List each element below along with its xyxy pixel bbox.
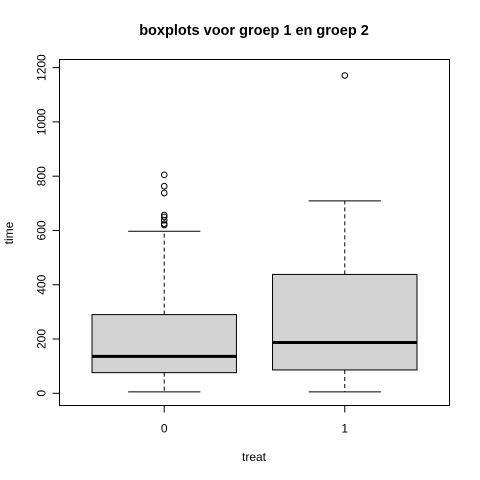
y-tick-label-1000: 1000 [35,108,49,135]
outlier-point [160,211,168,219]
outlier-point [160,220,168,227]
x-axis-label: treat [242,450,267,464]
box-iqr [272,273,418,371]
y-axis-label: time [2,221,16,244]
y-tick-label-1200: 1200 [35,54,49,81]
box-group-0 [91,171,237,393]
x-tick-label-1: 1 [341,422,348,436]
chart-title: boxplots voor groep 1 en groep 2 [139,23,369,39]
outlier-point [341,72,349,79]
y-tick-label-200: 200 [35,329,49,349]
outlier-point [160,189,168,197]
x-tick-label-0: 0 [161,422,168,436]
y-tick-label-400: 400 [35,274,49,294]
y-axis: 0 200 400 600 800 1000 1200 [35,54,60,397]
y-tick-label-600: 600 [35,220,49,240]
box-group-1 [272,72,418,393]
y-tick-label-800: 800 [35,166,49,186]
y-tick-label-0: 0 [35,390,49,397]
outlier-point [160,213,168,221]
outlier-point [160,182,168,190]
outlier-point [160,171,168,179]
boxes-layer [91,72,418,393]
box-iqr [91,314,237,374]
